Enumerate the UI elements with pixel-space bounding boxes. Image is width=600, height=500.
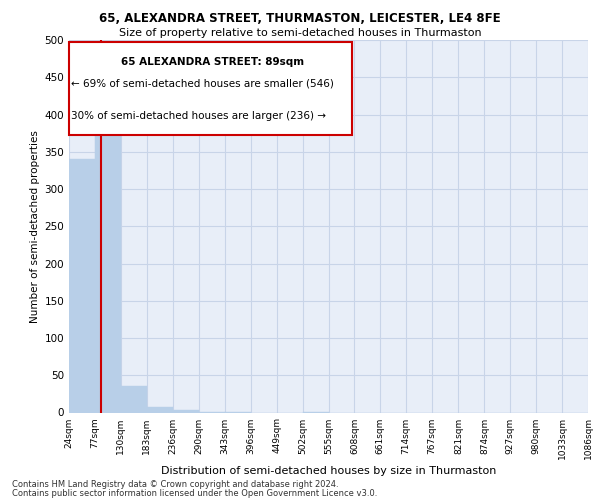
- Bar: [69, 42, 352, 135]
- Text: Contains HM Land Registry data © Crown copyright and database right 2024.: Contains HM Land Registry data © Crown c…: [12, 480, 338, 489]
- Text: 65, ALEXANDRA STREET, THURMASTON, LEICESTER, LE4 8FE: 65, ALEXANDRA STREET, THURMASTON, LEICES…: [99, 12, 501, 26]
- Bar: [173, 410, 199, 412]
- Y-axis label: Number of semi-detached properties: Number of semi-detached properties: [30, 130, 40, 322]
- Text: ← 69% of semi-detached houses are smaller (546): ← 69% of semi-detached houses are smalle…: [71, 79, 334, 89]
- Bar: [95, 104, 121, 412]
- Bar: [69, 159, 95, 412]
- Text: Size of property relative to semi-detached houses in Thurmaston: Size of property relative to semi-detach…: [119, 28, 481, 38]
- Bar: [147, 406, 173, 412]
- Text: Contains public sector information licensed under the Open Government Licence v3: Contains public sector information licen…: [12, 488, 377, 498]
- X-axis label: Distribution of semi-detached houses by size in Thurmaston: Distribution of semi-detached houses by …: [161, 466, 496, 476]
- Text: 30% of semi-detached houses are larger (236) →: 30% of semi-detached houses are larger (…: [71, 112, 326, 122]
- Text: 65 ALEXANDRA STREET: 89sqm: 65 ALEXANDRA STREET: 89sqm: [121, 58, 304, 68]
- Bar: [121, 386, 147, 412]
